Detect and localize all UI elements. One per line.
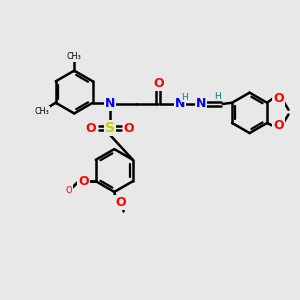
Text: O: O <box>66 186 72 195</box>
Text: O: O <box>124 122 134 135</box>
Text: CH₃: CH₃ <box>67 52 82 61</box>
Text: O: O <box>273 92 284 105</box>
Text: N: N <box>196 98 206 110</box>
Text: CH₃: CH₃ <box>34 106 50 116</box>
Text: O: O <box>85 122 96 135</box>
Text: H: H <box>182 93 188 102</box>
Text: O: O <box>115 196 126 209</box>
Text: O: O <box>273 119 284 132</box>
Text: O: O <box>78 175 88 188</box>
Text: S: S <box>105 121 115 135</box>
Text: H: H <box>214 92 221 101</box>
Text: O: O <box>153 77 164 90</box>
Text: N: N <box>105 98 115 110</box>
Text: O: O <box>77 176 87 186</box>
Text: N: N <box>175 98 185 110</box>
